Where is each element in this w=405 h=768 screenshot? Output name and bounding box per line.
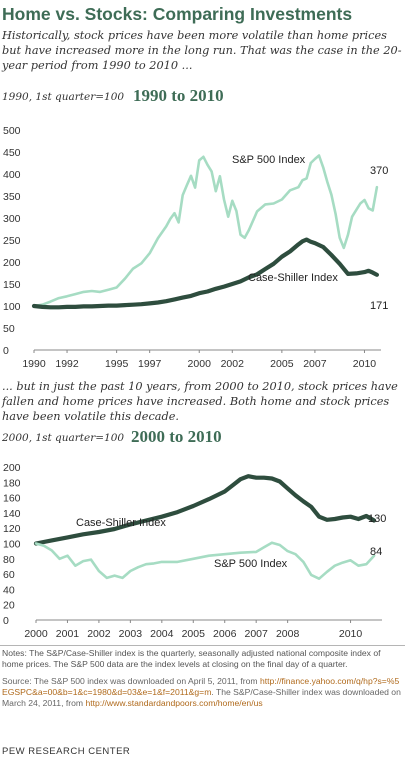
c2-xtick-label: 2007 — [245, 628, 269, 640]
notes-text: Notes: The S&P/Case-Shiller index is the… — [2, 648, 381, 669]
c1-ytick-label: 250 — [3, 235, 21, 247]
source-text: Source: The S&P 500 index was downloaded… — [2, 676, 402, 709]
c1-xtick-label: 1997 — [138, 358, 162, 370]
c1-ytick-label: 100 — [3, 301, 21, 313]
c2-ytick-label: 180 — [3, 477, 21, 489]
chart2-period: 2000 to 2010 — [131, 427, 222, 446]
c2-series-label: Case-Shiller Index — [76, 517, 166, 529]
c1-end-label: 370 — [370, 165, 388, 177]
source-mid: . The S&P/Case-Shiller index was downloa… — [2, 687, 401, 708]
intro-text-2: ... but in just the past 10 years, from … — [2, 380, 398, 423]
c1-xtick-label: 1992 — [55, 358, 79, 370]
c2-end-label: 84 — [370, 546, 382, 558]
divider-line — [0, 645, 405, 646]
c2-ytick-label: 140 — [3, 508, 21, 520]
c2-ytick-label: 160 — [3, 493, 21, 505]
c1-series-label: S&P 500 Index — [232, 154, 306, 166]
c2-ytick-label: 40 — [3, 584, 15, 596]
c1-ytick-label: 400 — [3, 169, 21, 181]
c1-series-case-shiller-line — [31, 237, 379, 310]
c2-ytick-label: 200 — [3, 462, 21, 474]
chart2-subtitle: 2000, 1st quarter=100 — [2, 432, 124, 444]
c2-series-label: S&P 500 Index — [214, 558, 288, 570]
c2-ytick-label: 60 — [3, 569, 15, 581]
c1-ytick-label: 0 — [3, 345, 9, 357]
c1-series-sp500-line — [32, 154, 379, 308]
c2-xtick-label: 2004 — [150, 628, 174, 640]
c2-ytick-label: 0 — [3, 615, 9, 627]
c2-series-sp500-line — [34, 541, 376, 580]
c2-ytick-label: 120 — [3, 523, 21, 535]
chart-1990-2010: 0 50 100 150 200 250 300 350 400 450 500 1990 1992 19… — [3, 125, 388, 370]
chart1-subtitle: 1990, 1st quarter=100 — [2, 91, 124, 103]
chart-2000-2010: 0 20 40 60 80 100 120 140 160 180 200 2000 2001 2002 2… — [3, 462, 386, 640]
c1-ytick-label: 150 — [3, 279, 21, 291]
c2-end-label: 130 — [368, 513, 386, 525]
chart1-period: 1990 to 2010 — [133, 86, 224, 105]
c1-xtick-label: 1995 — [105, 358, 129, 370]
c1-ytick-label: 450 — [3, 147, 21, 159]
page-title: Home vs. Stocks: Comparing Investments — [2, 4, 353, 24]
chart2-subtitle-text: 2000, 1st quarter=100 — [2, 432, 125, 444]
brand-footer: PEW RESEARCH CENTER — [2, 746, 131, 757]
c1-xtick-label: 2002 — [221, 358, 245, 370]
c1-ytick-label: 500 — [3, 125, 21, 137]
chart1-subtitle-text: 1990, 1st quarter=100 — [2, 91, 125, 103]
c1-end-label: 171 — [370, 300, 388, 312]
c1-xtick-label: 1990 — [22, 358, 46, 370]
c2-xtick-label: 2010 — [339, 628, 363, 640]
c2-xtick-label: 2005 — [182, 628, 206, 640]
source-link-sp[interactable]: http://www.standardandpoors.com/home/en/… — [85, 698, 263, 708]
c2-series-case-shiller-line — [33, 474, 377, 546]
c2-xtick-label: 2003 — [119, 628, 143, 640]
notes-block: Notes: The S&P/Case-Shiller index is the… — [2, 648, 402, 709]
c1-ytick-label: 300 — [3, 213, 21, 225]
c1-xtick-label: 2005 — [270, 358, 294, 370]
intro-text: Historically, stock prices have been mor… — [2, 29, 402, 72]
c1-xtick-label: 2007 — [303, 358, 327, 370]
c2-xtick-label: 2000 — [24, 628, 48, 640]
c2-xtick-label: 2008 — [276, 628, 300, 640]
c2-ytick-label: 20 — [3, 600, 15, 612]
c2-ytick-label: 100 — [3, 539, 21, 551]
source-link-yahoo[interactable]: http://finance.yahoo.com/q/hp?s=%5EGSPC&… — [2, 676, 400, 697]
c1-xtick-label: 2010 — [353, 358, 377, 370]
c1-series-label: Case-Shiller Index — [248, 272, 338, 284]
c2-ytick-label: 80 — [3, 554, 15, 566]
c1-ytick-label: 50 — [3, 323, 15, 335]
c1-xtick-label: 2000 — [188, 358, 212, 370]
c2-xtick-label: 2001 — [56, 628, 80, 640]
c1-ytick-label: 200 — [3, 257, 21, 269]
c1-ytick-label: 350 — [3, 191, 21, 203]
c2-xtick-label: 2006 — [213, 628, 237, 640]
c2-xtick-label: 2002 — [87, 628, 111, 640]
source-pre: Source: The S&P 500 index was downloaded… — [2, 676, 260, 686]
